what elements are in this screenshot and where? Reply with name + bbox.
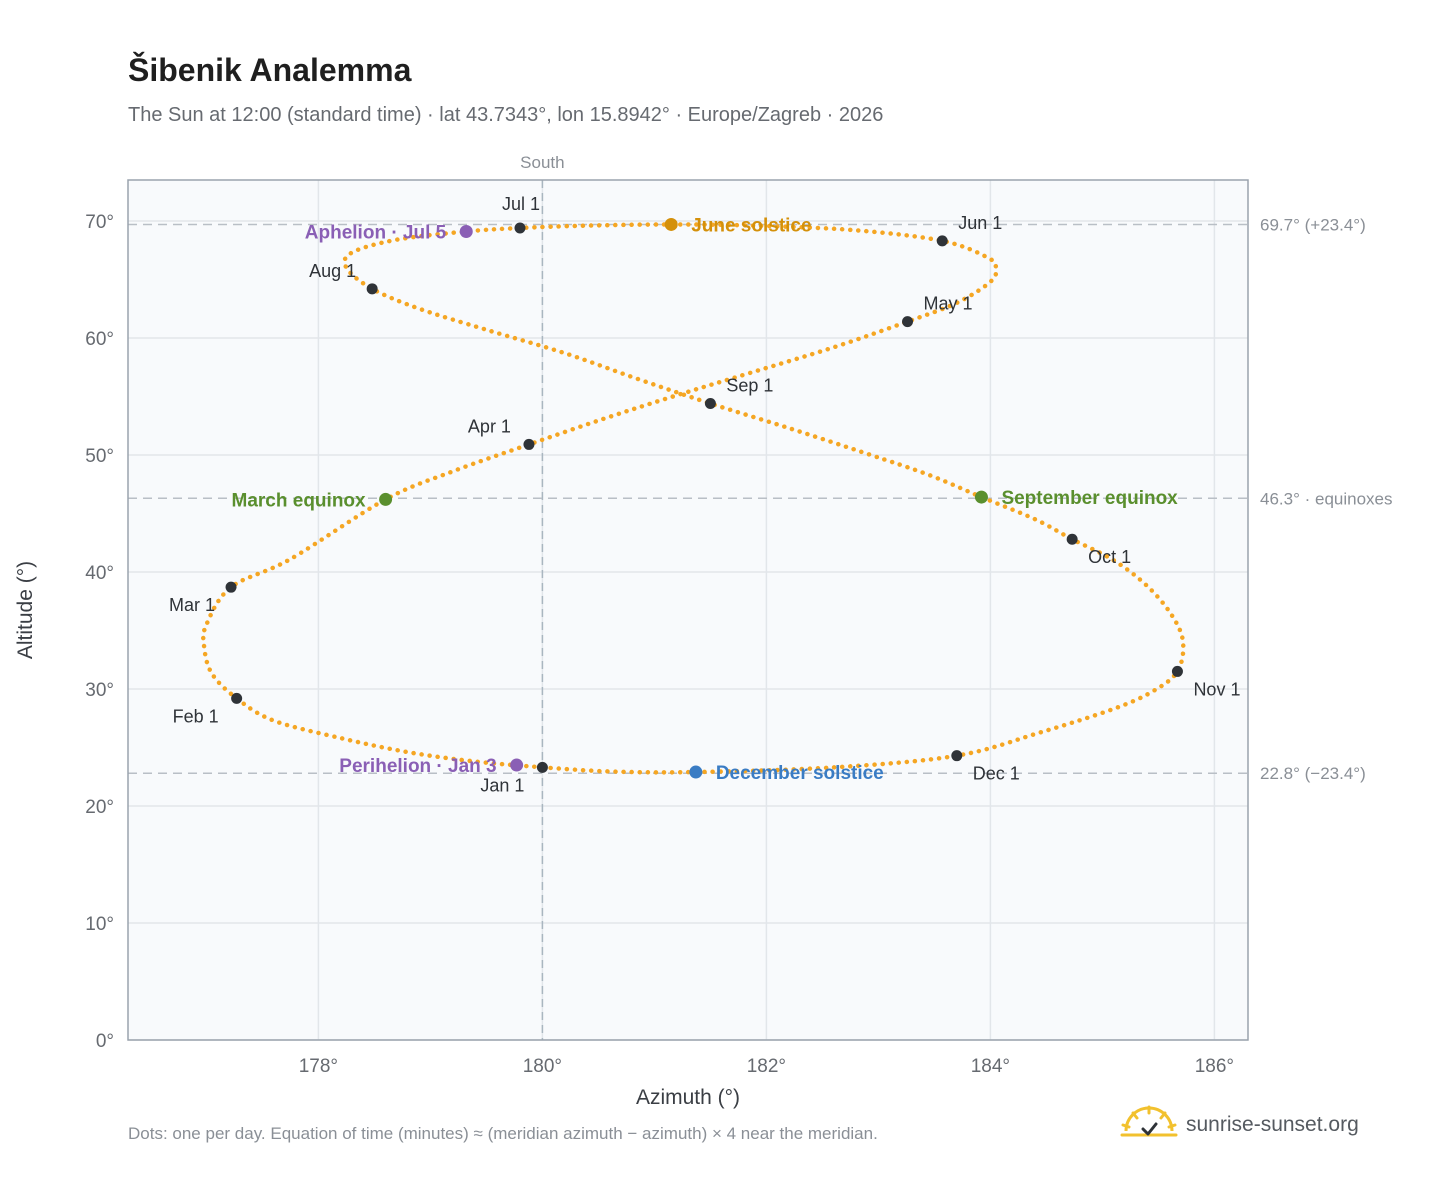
- month-marker-label: Feb 1: [173, 706, 219, 726]
- month-marker-dot: [225, 581, 237, 593]
- month-marker-label: Jan 1: [480, 775, 524, 795]
- event-marker-dot: [379, 492, 393, 506]
- x-tick-label: 180°: [523, 1056, 562, 1077]
- brand-name: sunrise-sunset.org: [1186, 1113, 1359, 1136]
- month-marker-label: Sep 1: [726, 375, 773, 395]
- altitude-reference-label: 22.8° (−23.4°): [1260, 764, 1366, 783]
- event-marker-label: Perihelion · Jan 3: [339, 756, 496, 777]
- y-tick-label: 30°: [85, 680, 114, 701]
- month-marker-dot: [951, 750, 963, 762]
- event-marker-dot: [459, 224, 473, 238]
- chart-subtitle: The Sun at 12:00 (standard time) · lat 4…: [128, 104, 884, 126]
- month-marker-label: Aug 1: [309, 261, 356, 281]
- x-axis-label: Azimuth (°): [636, 1086, 740, 1109]
- event-marker-label: June solstice: [691, 215, 811, 236]
- month-marker-dot: [936, 235, 948, 247]
- event-marker-dot: [689, 765, 703, 779]
- chart-title: Šibenik Analemma: [128, 52, 412, 88]
- event-marker-dot: [510, 758, 524, 772]
- month-marker-dot: [231, 692, 243, 704]
- x-tick-label: 184°: [971, 1056, 1010, 1077]
- altitude-reference-label: 69.7° (+23.4°): [1260, 215, 1366, 234]
- month-marker-dot: [514, 222, 526, 234]
- event-marker-dot: [664, 217, 678, 231]
- month-marker-dot: [523, 438, 535, 450]
- month-marker-dot: [704, 397, 716, 409]
- footnote: Dots: one per day. Equation of time (min…: [128, 1124, 878, 1143]
- y-tick-label: 70°: [85, 212, 114, 233]
- month-marker-label: Mar 1: [169, 595, 215, 615]
- altitude-reference-label: 46.3° · equinoxes: [1260, 489, 1393, 508]
- x-tick-label: 186°: [1195, 1056, 1234, 1077]
- plot-area: [128, 180, 1248, 1040]
- plot-frame: [127, 179, 1249, 1041]
- y-tick-label: 10°: [85, 914, 114, 935]
- event-marker-label: September equinox: [1001, 488, 1178, 509]
- month-marker-label: Jul 1: [502, 194, 540, 214]
- month-marker-label: Dec 1: [973, 764, 1020, 784]
- y-tick-label: 50°: [85, 446, 114, 467]
- month-marker-dot: [366, 283, 378, 295]
- x-tick-label: 178°: [299, 1056, 338, 1077]
- y-tick-label: 0°: [96, 1031, 114, 1052]
- event-marker-label: Aphelion · Jul 5: [305, 222, 447, 243]
- analemma-daily-dots: [201, 222, 1186, 775]
- month-marker-dot: [1066, 533, 1078, 545]
- y-tick-label: 40°: [85, 563, 114, 584]
- event-marker-dot: [974, 490, 988, 504]
- month-marker-label: Oct 1: [1088, 547, 1131, 567]
- month-marker-dot: [902, 316, 914, 328]
- analemma-curve: [201, 222, 1186, 775]
- event-marker-label: December solstice: [716, 763, 884, 784]
- meridian-label: South: [520, 153, 564, 172]
- axes: 178° 180° 182° 184° 186° 0° 10° 20° 30° 40° 50° 60°…: [14, 212, 1234, 1109]
- y-tick-label: 20°: [85, 797, 114, 818]
- event-marker-label: March equinox: [232, 490, 367, 511]
- month-marker-label: May 1: [924, 294, 973, 314]
- y-tick-label: 60°: [85, 329, 114, 350]
- month-marker-label: Jun 1: [958, 213, 1002, 233]
- month-marker-dot: [1171, 665, 1183, 677]
- month-markers: Jan 1 Feb 1 Mar 1 Apr 1 May 1 Jun 1 Jul 1 Aug 1…: [169, 194, 1240, 795]
- sun-logo-icon: [1120, 1105, 1178, 1137]
- brand[interactable]: sunrise-sunset.org: [1120, 1100, 1359, 1150]
- month-marker-label: Apr 1: [468, 416, 511, 436]
- x-tick-label: 182°: [747, 1056, 786, 1077]
- month-marker-label: Nov 1: [1193, 679, 1240, 699]
- month-marker-dot: [536, 761, 548, 773]
- y-axis-label: Altitude (°): [14, 561, 37, 659]
- event-markers: June solstice March equinox September equi…: [232, 215, 1179, 784]
